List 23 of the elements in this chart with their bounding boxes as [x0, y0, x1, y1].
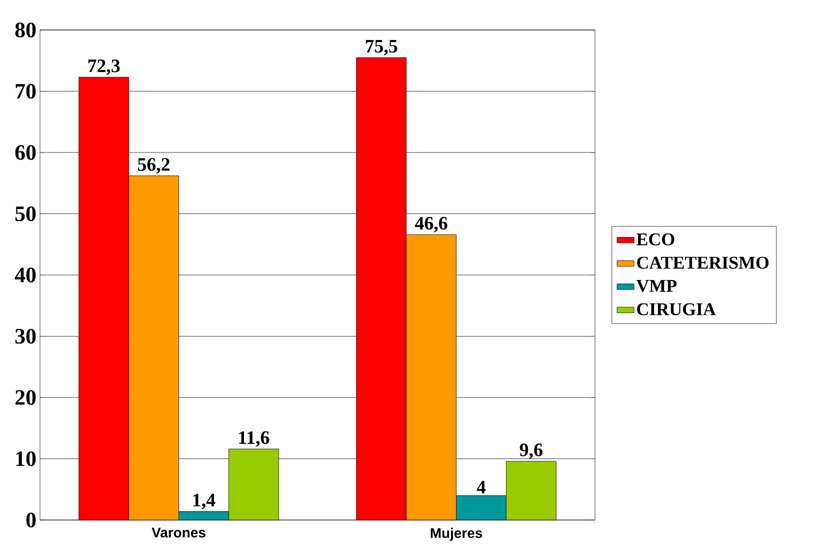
- y-tick-label: 70: [16, 84, 36, 99]
- data-label: 56,2: [138, 158, 170, 174]
- data-label: 1,4: [193, 494, 216, 510]
- x-tick-label: Mujeres: [430, 528, 482, 541]
- y-tick-label: 40: [14, 268, 36, 282]
- data-label: 75,5: [366, 40, 398, 56]
- y-tick-label: 30: [15, 328, 36, 344]
- y-tick-label: 80: [15, 22, 36, 38]
- legend-label: ECO: [636, 233, 674, 246]
- data-label: 11,6: [239, 431, 270, 447]
- data-label: 4: [476, 480, 486, 494]
- y-tick-label: 10: [16, 451, 36, 466]
- legend-label: CIRUGIA: [637, 303, 716, 316]
- data-label: 72,3: [88, 60, 120, 75]
- legend-label: CATETERISMO: [637, 256, 769, 269]
- legend-label: VMP: [636, 280, 677, 292]
- data-label: 9,6: [520, 444, 542, 459]
- y-tick-label: 20: [15, 390, 36, 405]
- x-tick-label: Varones: [152, 528, 206, 538]
- y-tick-label: 60: [15, 145, 36, 160]
- y-tick-label: 50: [15, 206, 36, 222]
- data-label: 46,6: [414, 216, 448, 232]
- y-tick-label: 0: [26, 512, 36, 528]
